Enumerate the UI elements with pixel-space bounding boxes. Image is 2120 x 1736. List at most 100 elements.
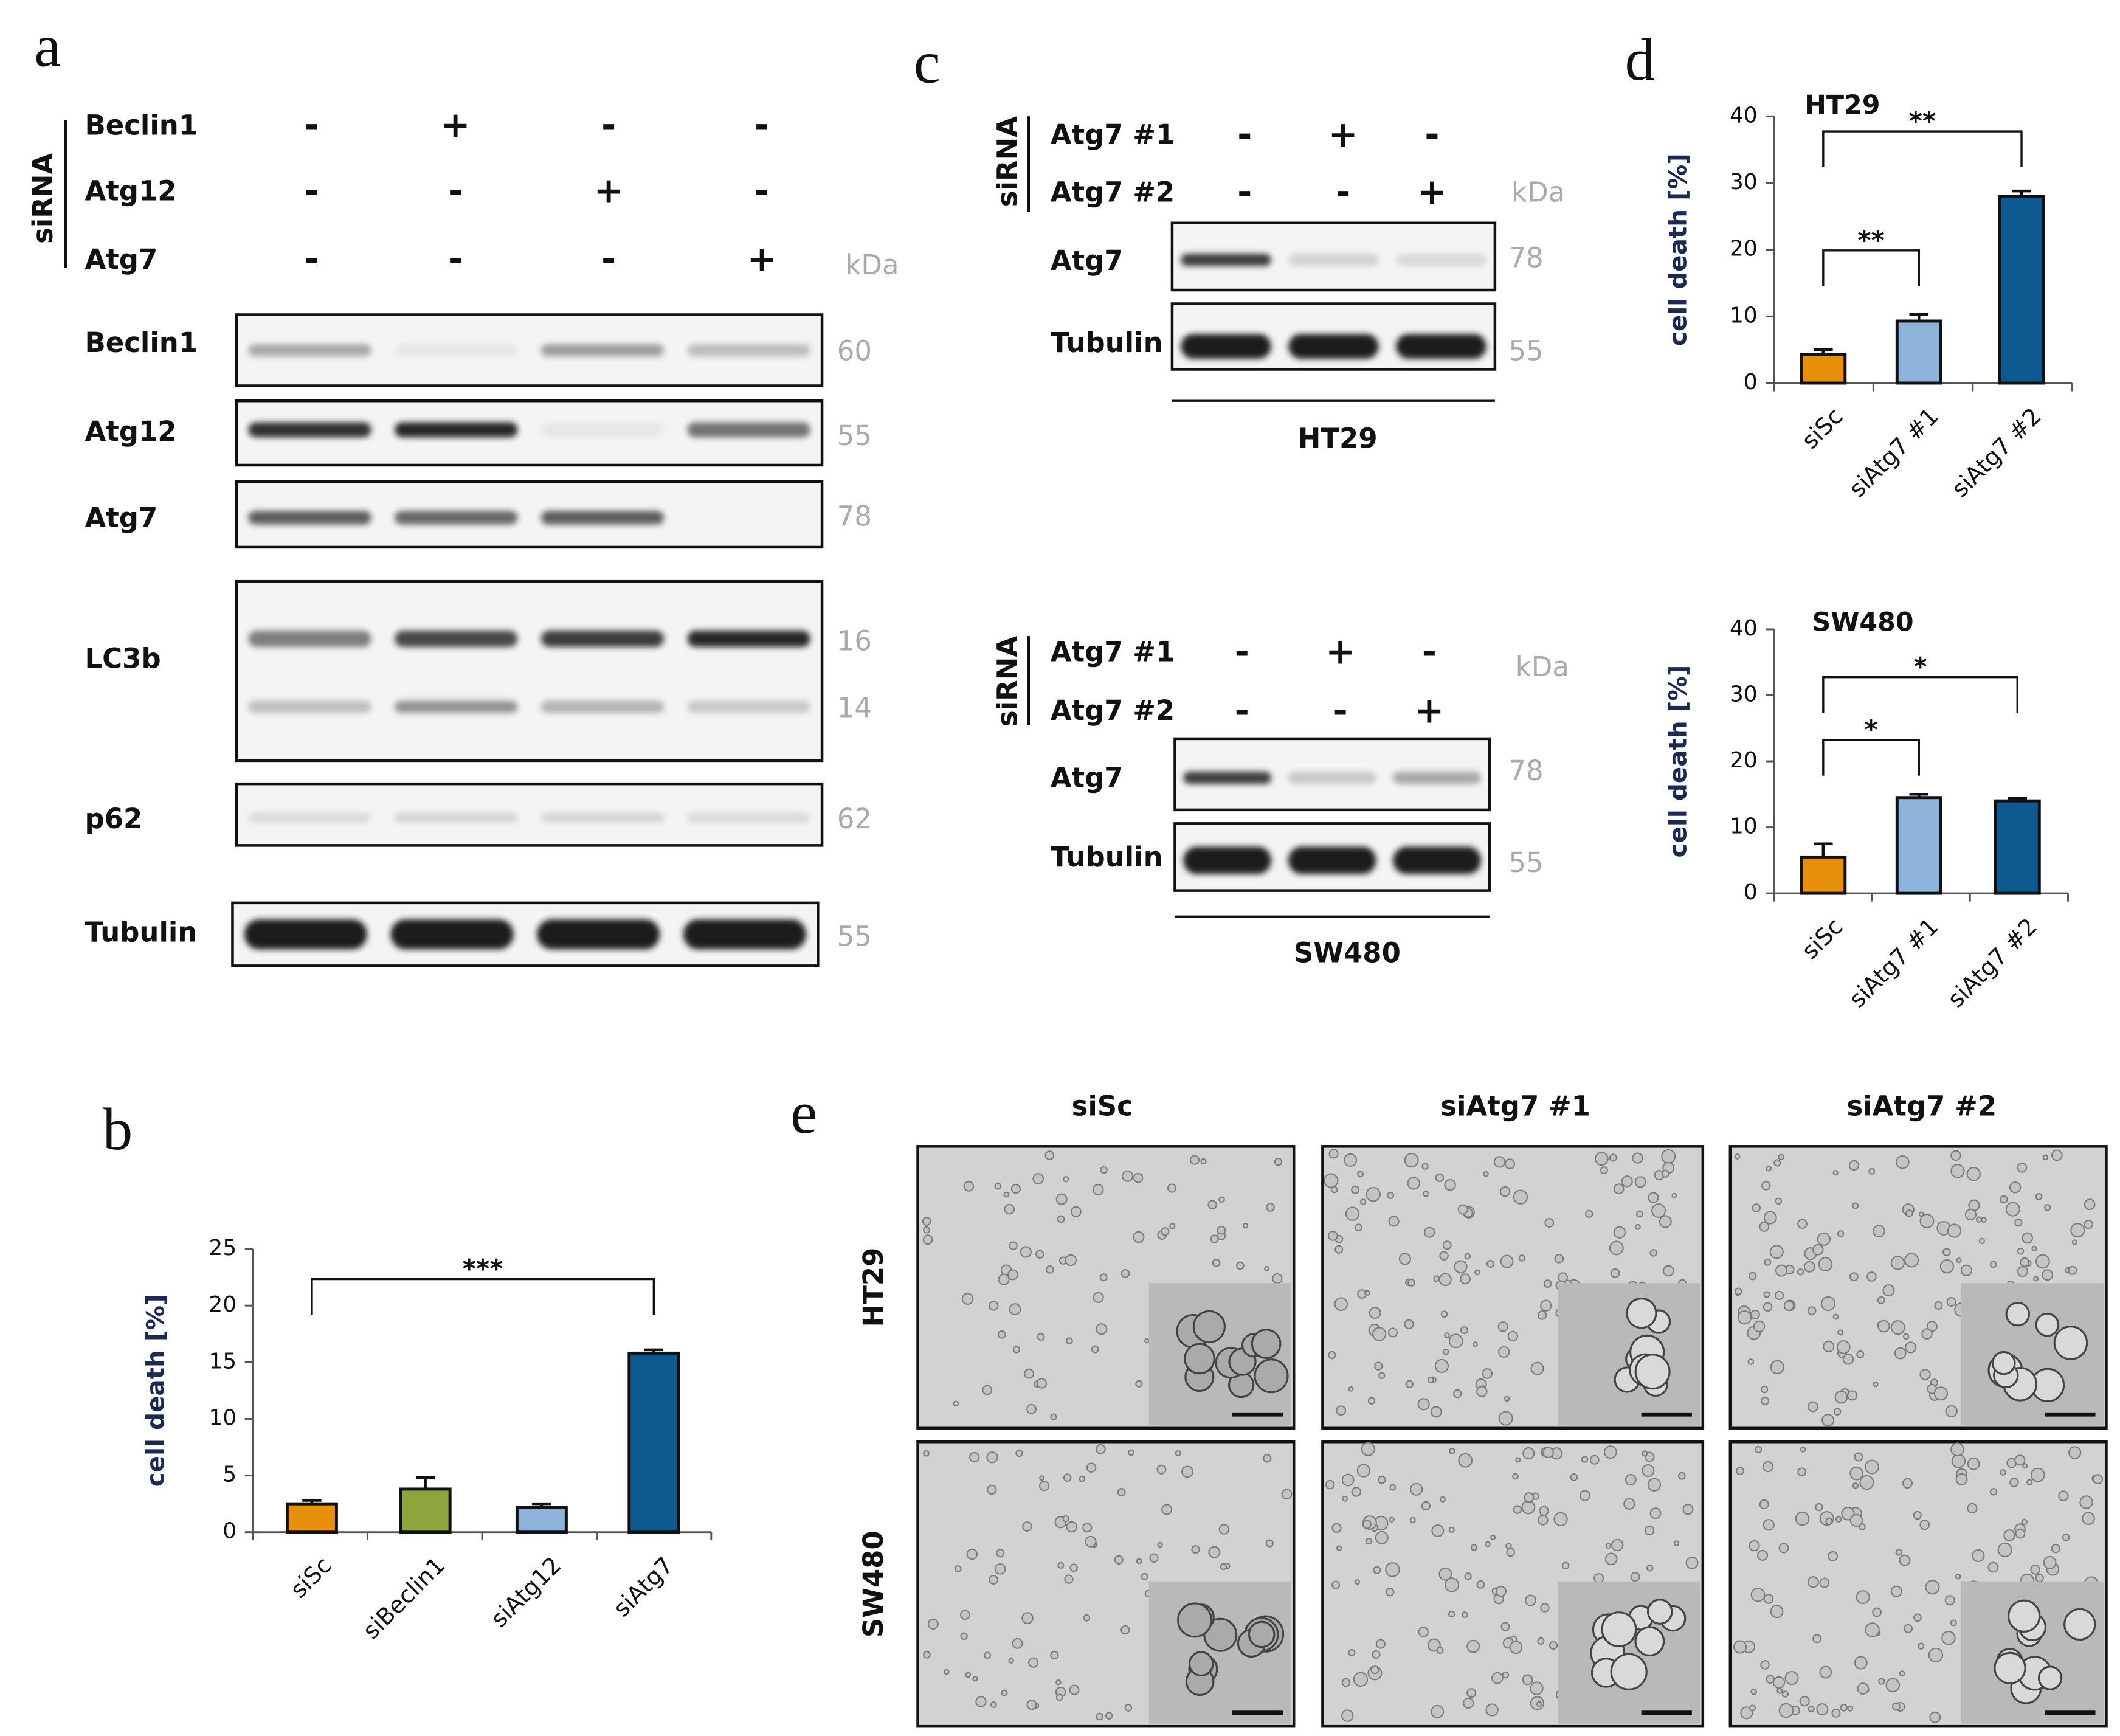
cell — [1873, 1381, 1879, 1388]
cell — [1373, 1566, 1381, 1574]
column-title: siAtg7 #2 — [1846, 1090, 1997, 1122]
cell — [1905, 1341, 1917, 1354]
cell — [1218, 1524, 1230, 1535]
cell — [1482, 1368, 1493, 1379]
cell — [982, 1385, 993, 1395]
cell — [1505, 1543, 1512, 1549]
cell — [1439, 1496, 1446, 1503]
cell — [1218, 1196, 1225, 1203]
blot-label: Atg7 — [1051, 244, 1124, 277]
condition-sign: + — [441, 104, 471, 145]
cell — [1431, 1704, 1445, 1718]
cell — [1324, 1173, 1339, 1188]
inset-cell — [1188, 1651, 1214, 1677]
cell — [1537, 1310, 1547, 1320]
y-tick-label: 0 — [1744, 880, 1758, 905]
cell — [1082, 1523, 1093, 1533]
cell — [1265, 1539, 1274, 1548]
kda-label: kDa — [1511, 176, 1565, 209]
blot-band — [1288, 772, 1376, 784]
cell — [1754, 1445, 1763, 1454]
cell — [1978, 1237, 1986, 1245]
cell — [2084, 1198, 2096, 1211]
cell — [1781, 1690, 1789, 1698]
cell — [1760, 1660, 1770, 1670]
cell — [1096, 1323, 1108, 1335]
cell — [2043, 1555, 2057, 1569]
cell — [1544, 1218, 1555, 1228]
cell — [1362, 1520, 1372, 1529]
cell — [1167, 1183, 1177, 1193]
cell — [1440, 1310, 1448, 1318]
cell — [1421, 1501, 1431, 1511]
cell — [1418, 1627, 1429, 1637]
inset-cell — [1634, 1626, 1665, 1657]
cell — [1671, 1192, 1677, 1198]
cell — [2030, 1467, 2045, 1482]
cell — [1208, 1546, 1221, 1558]
cell — [1055, 1193, 1068, 1205]
cell — [1750, 1688, 1758, 1695]
cell — [1942, 1248, 1951, 1257]
cell — [1476, 1386, 1488, 1397]
panel-label: c — [914, 29, 941, 95]
blot-band — [395, 422, 518, 438]
condition-sign: + — [1414, 690, 1444, 731]
cell — [1404, 1153, 1419, 1168]
cell — [1026, 1403, 1037, 1414]
cell — [1747, 1358, 1755, 1365]
cell — [1759, 1499, 1769, 1509]
cell — [1374, 1361, 1383, 1371]
cell — [1120, 1625, 1130, 1635]
cell — [1015, 1449, 1023, 1458]
cell — [1217, 1225, 1226, 1235]
cell — [1357, 1171, 1364, 1178]
condition-sign: - — [448, 170, 463, 211]
cell — [1859, 1523, 1866, 1530]
cell — [1008, 1658, 1014, 1664]
cell — [1434, 1358, 1449, 1373]
cell — [1120, 1269, 1130, 1278]
cell — [1506, 1548, 1516, 1557]
cell — [1647, 1478, 1662, 1492]
condition-sign: - — [305, 104, 319, 145]
blot-band — [395, 812, 518, 823]
cell — [1472, 1341, 1479, 1347]
cell — [1336, 1545, 1342, 1551]
cell — [1972, 1549, 1985, 1562]
cell — [1760, 1396, 1770, 1406]
cell — [1797, 1268, 1804, 1276]
cell — [1542, 1447, 1554, 1458]
cell — [1417, 1398, 1430, 1411]
cell — [1926, 1321, 1938, 1332]
cell — [2042, 1154, 2049, 1161]
cell — [1498, 1411, 1513, 1426]
cell — [1856, 1350, 1865, 1359]
cell — [1007, 1269, 1018, 1281]
cell — [1439, 1251, 1449, 1261]
cell — [1769, 1245, 1784, 1259]
cell — [1753, 1320, 1766, 1333]
inset-cell — [1991, 1350, 2016, 1375]
cell — [1359, 1198, 1367, 1205]
blot-label: Atg7 — [1051, 761, 1124, 794]
condition-sign: - — [601, 104, 616, 145]
cell — [1410, 1482, 1423, 1496]
cell — [1877, 1296, 1885, 1304]
cell — [1064, 1574, 1074, 1584]
panel-label: d — [1625, 27, 1655, 93]
cell — [989, 1575, 999, 1585]
cell — [1733, 1640, 1747, 1654]
cell — [1882, 1284, 1895, 1297]
cell — [1032, 1173, 1044, 1184]
cell — [1852, 1202, 1859, 1209]
cell — [1808, 1706, 1815, 1713]
cell — [1331, 1523, 1342, 1534]
cell — [1585, 1209, 1593, 1218]
panel-label: a — [34, 13, 61, 79]
cell — [1821, 1414, 1835, 1427]
cell — [1812, 1634, 1821, 1644]
cell — [1464, 1253, 1471, 1260]
cell — [1500, 1622, 1510, 1631]
cell — [1405, 1380, 1414, 1388]
